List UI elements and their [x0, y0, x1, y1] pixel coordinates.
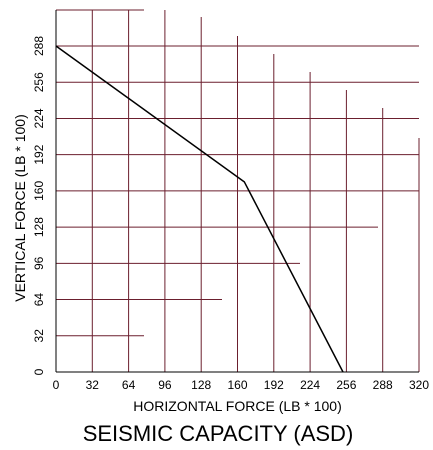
y-tick-label-160: 160 [32, 181, 46, 201]
x-tick-label-32: 32 [86, 378, 100, 392]
x-tick-label-160: 160 [227, 378, 247, 392]
y-tick-label-32: 32 [32, 329, 46, 343]
y-tick-label-0: 0 [32, 368, 46, 375]
x-tick-label-256: 256 [336, 378, 356, 392]
grid [56, 9, 420, 372]
chart-title: SEISMIC CAPACITY (ASD) [83, 421, 354, 446]
y-tick-label-64: 64 [32, 293, 46, 307]
x-tick-label-128: 128 [191, 378, 211, 392]
y-tick-label-96: 96 [32, 256, 46, 270]
y-tick-labels: 0 32 64 96 128 160 192 224 256 288 [32, 36, 46, 376]
y-tick-label-128: 128 [32, 217, 46, 237]
x-tick-label-288: 288 [373, 378, 393, 392]
x-axis-label: HORIZONTAL FORCE (LB * 100) [133, 398, 341, 414]
axes [55, 10, 419, 373]
x-tick-label-96: 96 [158, 378, 172, 392]
x-tick-label-224: 224 [300, 378, 320, 392]
x-tick-label-192: 192 [264, 378, 284, 392]
y-axis-label: VERTICAL FORCE (LB * 100) [12, 114, 28, 302]
y-tick-label-224: 224 [32, 108, 46, 128]
x-tick-label-320: 320 [409, 378, 429, 392]
series-line-0 [55, 45, 344, 373]
x-tick-label-64: 64 [122, 378, 136, 392]
y-tick-label-256: 256 [32, 72, 46, 92]
x-tick-labels: 0 32 64 96 128 160 192 224 256 288 320 [53, 378, 430, 392]
x-tick-label-0: 0 [53, 378, 60, 392]
y-tick-label-192: 192 [32, 144, 46, 164]
y-tick-label-288: 288 [32, 36, 46, 56]
series [55, 45, 344, 373]
